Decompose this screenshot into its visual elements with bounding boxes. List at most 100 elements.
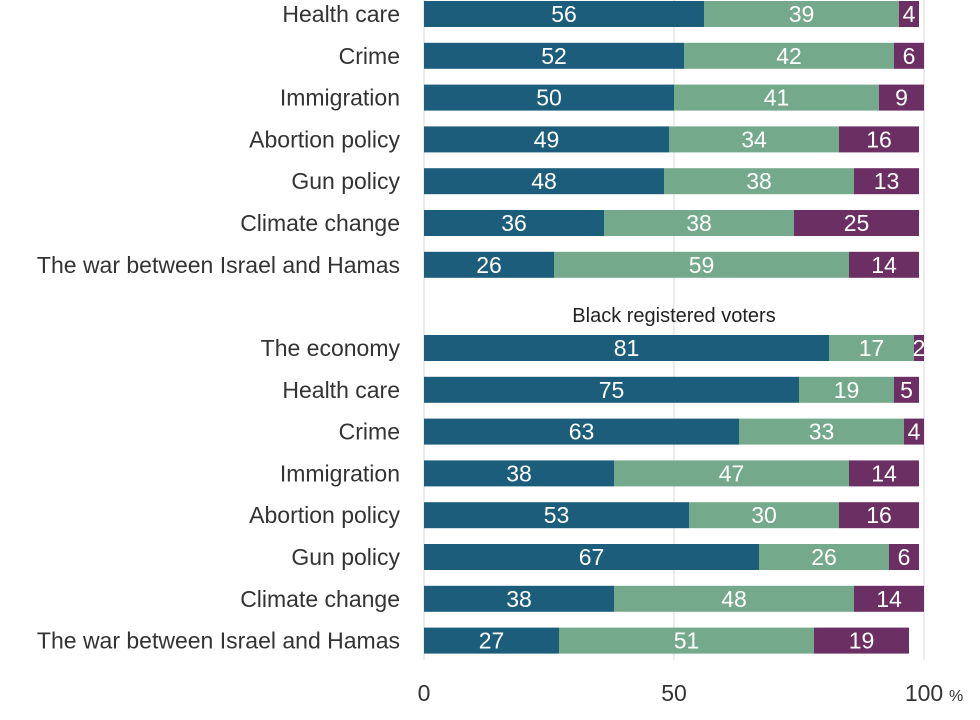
data-label: 26: [811, 544, 837, 570]
bar-segment: [424, 376, 799, 403]
category-label: The war between Israel and Hamas: [37, 628, 400, 654]
data-label: 14: [876, 586, 902, 612]
category-label: Immigration: [280, 460, 400, 486]
category-label: Gun policy: [291, 544, 400, 570]
data-label: 33: [809, 419, 835, 445]
category-label: Immigration: [280, 85, 400, 111]
data-label: 9: [895, 85, 908, 111]
bar-segment: [424, 544, 759, 570]
data-label: 38: [506, 586, 532, 612]
data-label: 38: [746, 168, 772, 194]
category-label: Climate change: [240, 210, 400, 236]
data-label: 16: [866, 126, 892, 152]
bar-segment: [424, 168, 664, 195]
data-label: 27: [479, 628, 505, 654]
data-label: 13: [874, 168, 900, 194]
bar-segment: [424, 84, 674, 111]
data-label: 17: [859, 335, 885, 361]
data-label: 19: [834, 377, 860, 403]
data-label: 14: [871, 460, 897, 486]
bar-segment: [424, 210, 604, 236]
data-label: 51: [674, 628, 700, 654]
bar-segment: [424, 42, 684, 69]
bar-segment: [424, 335, 829, 361]
data-label: 16: [866, 502, 892, 528]
data-label: 34: [741, 126, 767, 152]
x-axis: 0 50 100%: [418, 680, 964, 706]
bar-segment: [614, 460, 849, 487]
data-label: 49: [534, 126, 560, 152]
tick-label: 100: [905, 680, 943, 706]
data-label: 48: [721, 586, 747, 612]
data-label: 36: [501, 210, 527, 236]
category-label: Gun policy: [291, 168, 400, 194]
category-label: Crime: [339, 419, 400, 445]
bar-segment: [424, 585, 614, 612]
data-label: 14: [871, 252, 897, 278]
axis-unit: %: [949, 688, 963, 705]
bar-segment: [424, 460, 614, 487]
data-label: 48: [531, 168, 557, 194]
tick-label: 50: [661, 680, 687, 706]
bar-segment: [889, 544, 919, 570]
bar-segment: [614, 585, 854, 612]
data-label: 63: [569, 419, 595, 445]
data-label: 4: [908, 419, 921, 445]
bar-segment: [854, 168, 919, 195]
data-label: 6: [898, 544, 911, 570]
data-label: 4: [903, 1, 916, 27]
bar-segment: [424, 251, 554, 278]
data-label: 2: [913, 335, 926, 361]
data-label: 38: [686, 210, 712, 236]
bar-segment: [669, 126, 839, 153]
category-label: Abortion policy: [249, 126, 400, 152]
category-label: Health care: [282, 377, 400, 403]
data-label: 6: [903, 43, 916, 69]
bar-segment: [604, 210, 794, 236]
bar-segment: [424, 627, 559, 654]
data-label: 59: [689, 252, 715, 278]
data-label: 39: [789, 1, 815, 27]
data-label: 53: [544, 502, 570, 528]
bar-segment: [814, 627, 909, 654]
data-label: 75: [599, 377, 625, 403]
bar-segment: [424, 418, 739, 445]
data-label: 67: [579, 544, 605, 570]
data-label: 47: [719, 460, 745, 486]
data-label: 50: [536, 85, 562, 111]
bar-segment: [899, 1, 919, 27]
tick-label: 0: [418, 680, 431, 706]
bar-segment: [689, 502, 839, 529]
bar-segment: [799, 376, 894, 403]
bar-segment: [424, 502, 689, 529]
bar-segment: [759, 544, 889, 570]
category-label: The war between Israel and Hamas: [37, 252, 400, 278]
bar-segment: [684, 42, 894, 69]
bar-segment: [554, 251, 849, 278]
bar-segment: [914, 335, 924, 361]
bar-segment: [829, 335, 914, 361]
category-label: Abortion policy: [249, 502, 400, 528]
bar-segment: [849, 460, 919, 487]
bar-segment: [424, 1, 704, 27]
bar-segment: [704, 1, 899, 27]
bar-segment: [849, 251, 919, 278]
data-label: 25: [844, 210, 870, 236]
bar-segment: [559, 627, 814, 654]
category-label: Climate change: [240, 586, 400, 612]
bar-segment: [894, 376, 919, 403]
category-label: Health care: [282, 1, 400, 27]
bar-segment: [424, 126, 669, 153]
bar-segment: [879, 84, 924, 111]
data-label: 42: [776, 43, 802, 69]
bar-segment: [674, 84, 879, 111]
data-label: 30: [751, 502, 777, 528]
data-label: 52: [541, 43, 567, 69]
category-label: The economy: [261, 335, 401, 361]
bar-segment: [664, 168, 854, 195]
category-labels: Health care Crime Immigration Abortion poli…: [37, 1, 401, 654]
data-label: 5: [900, 377, 913, 403]
data-label: 38: [506, 460, 532, 486]
